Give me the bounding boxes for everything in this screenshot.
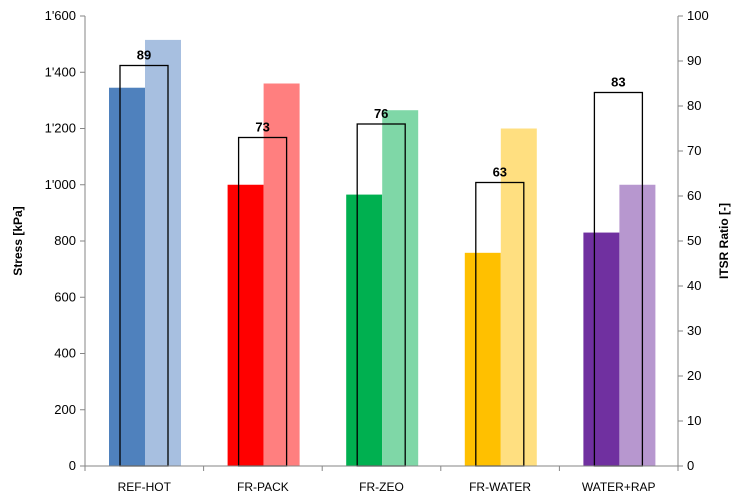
x-tick-label: FR-PACK (237, 480, 289, 494)
y2-tick-label: 0 (687, 458, 694, 473)
y-tick-label: 1'200 (45, 121, 76, 136)
y-tick-label: 1'600 (45, 8, 76, 23)
y-tick-label: 1'000 (45, 177, 76, 192)
bars-layer (109, 39, 656, 466)
y-tick-label: 0 (69, 458, 76, 473)
bar-water+rap-1 (583, 232, 620, 466)
y2-tick-label: 40 (687, 278, 701, 293)
y2-tick-label: 70 (687, 143, 701, 158)
data-label: 63 (493, 165, 507, 180)
y-tick-label: 600 (54, 289, 76, 304)
y2-tick-label: 20 (687, 368, 701, 383)
y2-tick-label: 90 (687, 53, 701, 68)
axes-layer (80, 15, 683, 471)
bar-fr-pack-1 (227, 184, 264, 466)
bar-fr-pack-2 (263, 83, 300, 466)
y-tick-label: 800 (54, 233, 76, 248)
bar-water+rap-2 (619, 184, 656, 466)
y-tick-label: 1'400 (45, 64, 76, 79)
x-tick-label: FR-ZEO (359, 480, 404, 494)
data-label: 76 (374, 106, 388, 121)
x-tick-label: REF-HOT (118, 480, 172, 494)
y-tick-label: 400 (54, 346, 76, 361)
y2-tick-label: 50 (687, 233, 701, 248)
y2-axis-title: ITSR Ratio [-] (717, 203, 731, 279)
bar-fr-zeo-2 (382, 110, 419, 466)
y2-tick-label: 10 (687, 413, 701, 428)
bar-ref-hot-2 (145, 39, 181, 466)
y2-tick-label: 100 (687, 8, 709, 23)
y2-tick-label: 30 (687, 323, 701, 338)
bar-fr-water-1 (464, 252, 501, 466)
data-label: 73 (255, 120, 269, 135)
bar-ref-hot-1 (109, 87, 145, 466)
x-tick-label: FR-WATER (469, 480, 531, 494)
y-axis-title: Stress [kPa] (11, 206, 25, 275)
text-layer: 89 REF-HOT 73 FR-PACK 76 FR-ZEO 63 FR-WATER 83 WA… (45, 8, 709, 494)
bar-fr-water-2 (500, 128, 537, 466)
bar-fr-zeo-1 (346, 194, 383, 466)
y-tick-label: 200 (54, 402, 76, 417)
data-label: 83 (611, 75, 625, 90)
data-label: 89 (137, 48, 151, 63)
x-tick-label: WATER+RAP (582, 480, 656, 494)
y2-tick-label: 60 (687, 188, 701, 203)
y2-tick-label: 80 (687, 98, 701, 113)
